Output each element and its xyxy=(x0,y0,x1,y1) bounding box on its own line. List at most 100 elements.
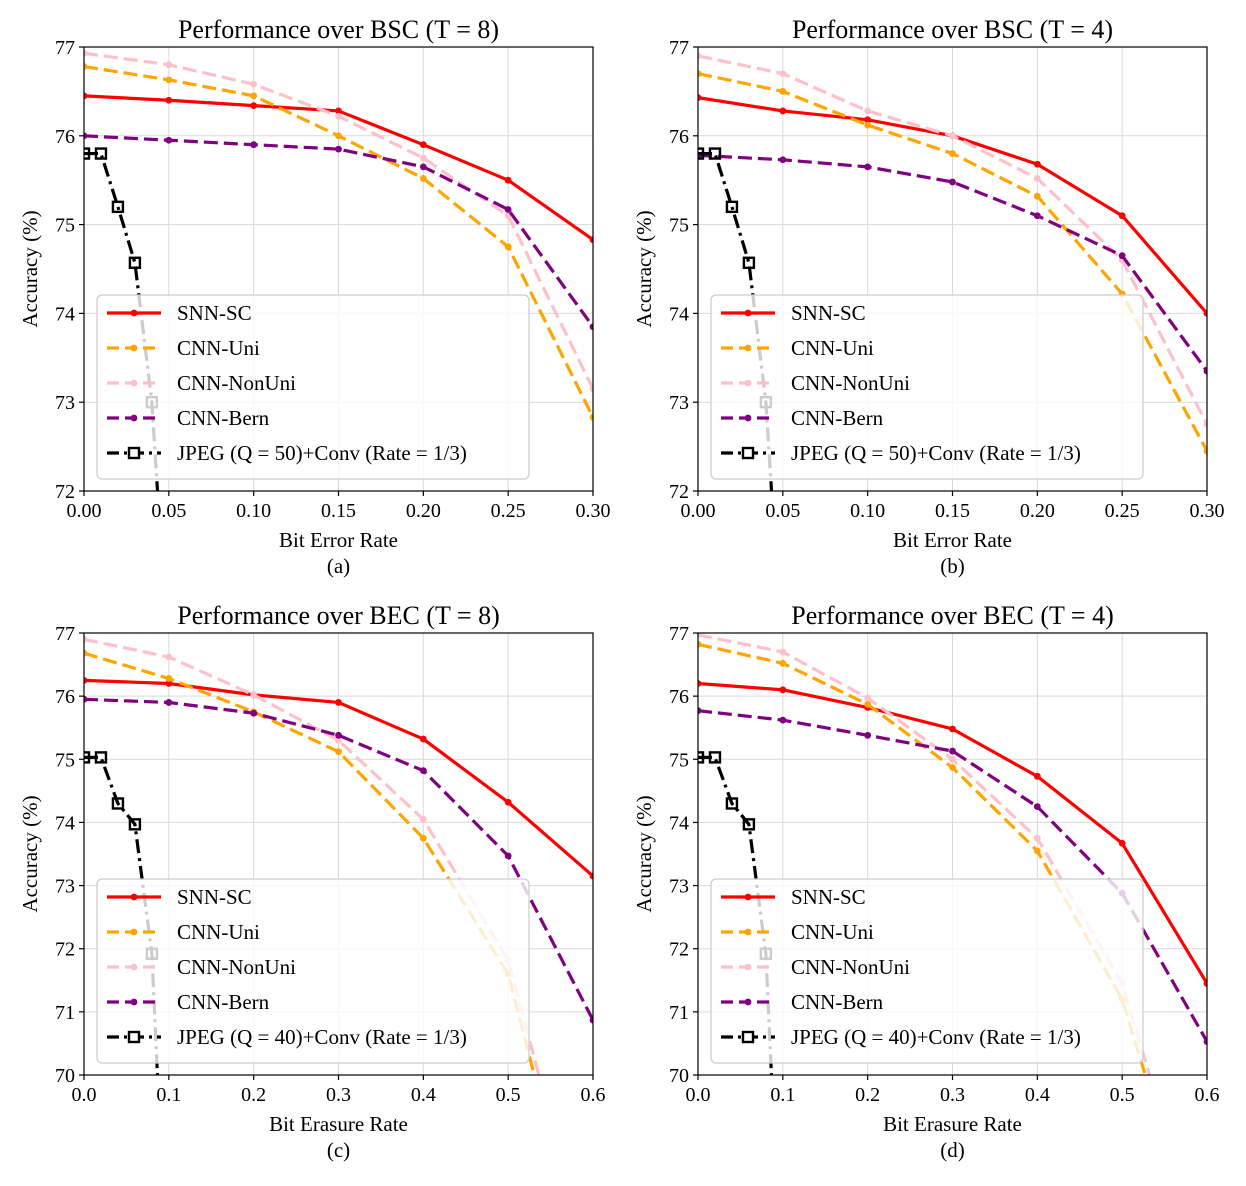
y-tick-label: 75 xyxy=(669,749,689,771)
legend-item: SNN-SC xyxy=(107,885,252,909)
data-point xyxy=(250,709,258,717)
data-point xyxy=(84,92,88,100)
y-tick-label: 76 xyxy=(669,126,689,148)
legend-item: CNN-NonUni xyxy=(721,955,910,979)
legend-label: CNN-Bern xyxy=(791,990,884,1014)
data-point xyxy=(84,676,88,684)
legend-label: CNN-NonUni xyxy=(791,371,910,395)
x-axis-label: Bit Erasure Rate xyxy=(883,1112,1022,1136)
data-point xyxy=(864,163,872,171)
legend-item: CNN-NonUni xyxy=(721,371,910,395)
x-tick-label: 0.10 xyxy=(236,500,271,522)
legend-marker xyxy=(127,1030,141,1044)
data-point xyxy=(589,236,593,244)
data-point xyxy=(698,94,702,102)
legend-marker xyxy=(130,379,138,387)
legend-label: CNN-Uni xyxy=(791,336,874,360)
y-tick-label: 74 xyxy=(669,812,689,834)
legend-label: CNN-NonUni xyxy=(791,955,910,979)
legend-label: CNN-Uni xyxy=(791,920,874,944)
legend-frame xyxy=(710,878,1144,1064)
data-point xyxy=(949,764,956,771)
data-point xyxy=(1118,839,1126,847)
y-tick-label: 76 xyxy=(55,686,75,708)
data-point xyxy=(335,731,342,739)
data-point xyxy=(250,102,258,110)
legend-label: SNN-SC xyxy=(177,885,252,909)
data-point xyxy=(165,653,173,661)
data-point xyxy=(84,649,88,657)
legend-frame xyxy=(96,878,530,1064)
x-tick-label: 0.2 xyxy=(855,1084,880,1106)
data-point xyxy=(1118,252,1126,260)
data-point xyxy=(419,815,427,823)
x-tick-label: 0.4 xyxy=(411,1084,436,1106)
data-point xyxy=(165,680,173,687)
data-point xyxy=(779,659,787,667)
legend-marker xyxy=(130,309,138,317)
legend-label: CNN-NonUni xyxy=(177,371,296,395)
chart-panel-2: 0.00 0.05 0.10 0.15 0.20 0.25 0.30 72 73 74 75 76 77… xyxy=(632,15,1225,578)
panel-caption: (d) xyxy=(940,1138,965,1162)
y-tick-label: 75 xyxy=(55,215,75,237)
legend-item: CNN-Uni xyxy=(107,336,260,360)
legend-marker xyxy=(130,893,138,901)
legend-item: CNN-Uni xyxy=(721,920,874,944)
y-axis-label: Accuracy (%) xyxy=(18,795,42,912)
data-point xyxy=(250,80,258,88)
y-tick-label: 77 xyxy=(669,37,689,59)
data-point xyxy=(949,755,956,763)
data-point xyxy=(949,725,956,733)
x-tick-label: 0.00 xyxy=(681,500,716,522)
data-point xyxy=(742,256,756,269)
legend-item: JPEG (Q = 40)+Conv (Rate = 1/3) xyxy=(721,1025,1081,1049)
legend-label: CNN-Bern xyxy=(791,406,884,430)
x-tick-label: 0.0 xyxy=(72,1084,97,1106)
legend: SNN-SC CNN-Uni CNN-NonUni CNN-Bern JPEG (Q =… xyxy=(96,294,530,480)
legend-marker xyxy=(127,446,141,460)
y-tick-label: 70 xyxy=(55,1065,75,1087)
data-point xyxy=(708,751,722,764)
legend-label: SNN-SC xyxy=(791,885,866,909)
data-point xyxy=(84,132,88,140)
y-axis-label: Accuracy (%) xyxy=(632,210,656,327)
legend-label: SNN-SC xyxy=(177,301,252,325)
data-point xyxy=(419,767,427,775)
x-tick-label: 0.05 xyxy=(765,500,800,522)
y-tick-label: 77 xyxy=(669,623,689,645)
legend-marker xyxy=(744,963,752,971)
data-point xyxy=(864,116,872,124)
data-point xyxy=(504,798,512,806)
data-point xyxy=(1203,310,1207,317)
x-tick-label: 0.5 xyxy=(496,1084,521,1106)
legend-item: JPEG (Q = 50)+Conv (Rate = 1/3) xyxy=(721,441,1081,465)
data-point xyxy=(1033,834,1041,842)
data-point xyxy=(419,163,427,171)
data-point xyxy=(250,92,258,100)
data-point xyxy=(779,156,787,164)
data-point xyxy=(94,751,108,764)
data-point xyxy=(698,52,702,60)
x-tick-label: 0.30 xyxy=(576,500,611,522)
chart-title: Performance over BEC (T = 4) xyxy=(791,601,1113,630)
data-point xyxy=(779,648,787,656)
data-point xyxy=(725,797,739,810)
data-point xyxy=(335,145,342,153)
data-point xyxy=(1033,803,1041,811)
data-point xyxy=(1033,175,1041,182)
x-axis-label: Bit Error Rate xyxy=(279,528,398,552)
x-tick-label: 0.30 xyxy=(1190,500,1225,522)
legend-label: JPEG (Q = 40)+Conv (Rate = 1/3) xyxy=(177,1025,467,1049)
data-point xyxy=(250,691,258,699)
y-tick-label: 75 xyxy=(55,749,75,771)
x-tick-label: 0.2 xyxy=(241,1084,266,1106)
data-point xyxy=(949,178,956,186)
data-point xyxy=(335,112,342,120)
legend-label: CNN-Bern xyxy=(177,990,270,1014)
data-point xyxy=(84,635,88,643)
legend-item: CNN-Uni xyxy=(721,336,874,360)
data-point xyxy=(419,175,427,182)
data-point xyxy=(504,206,512,213)
data-point xyxy=(419,834,427,842)
